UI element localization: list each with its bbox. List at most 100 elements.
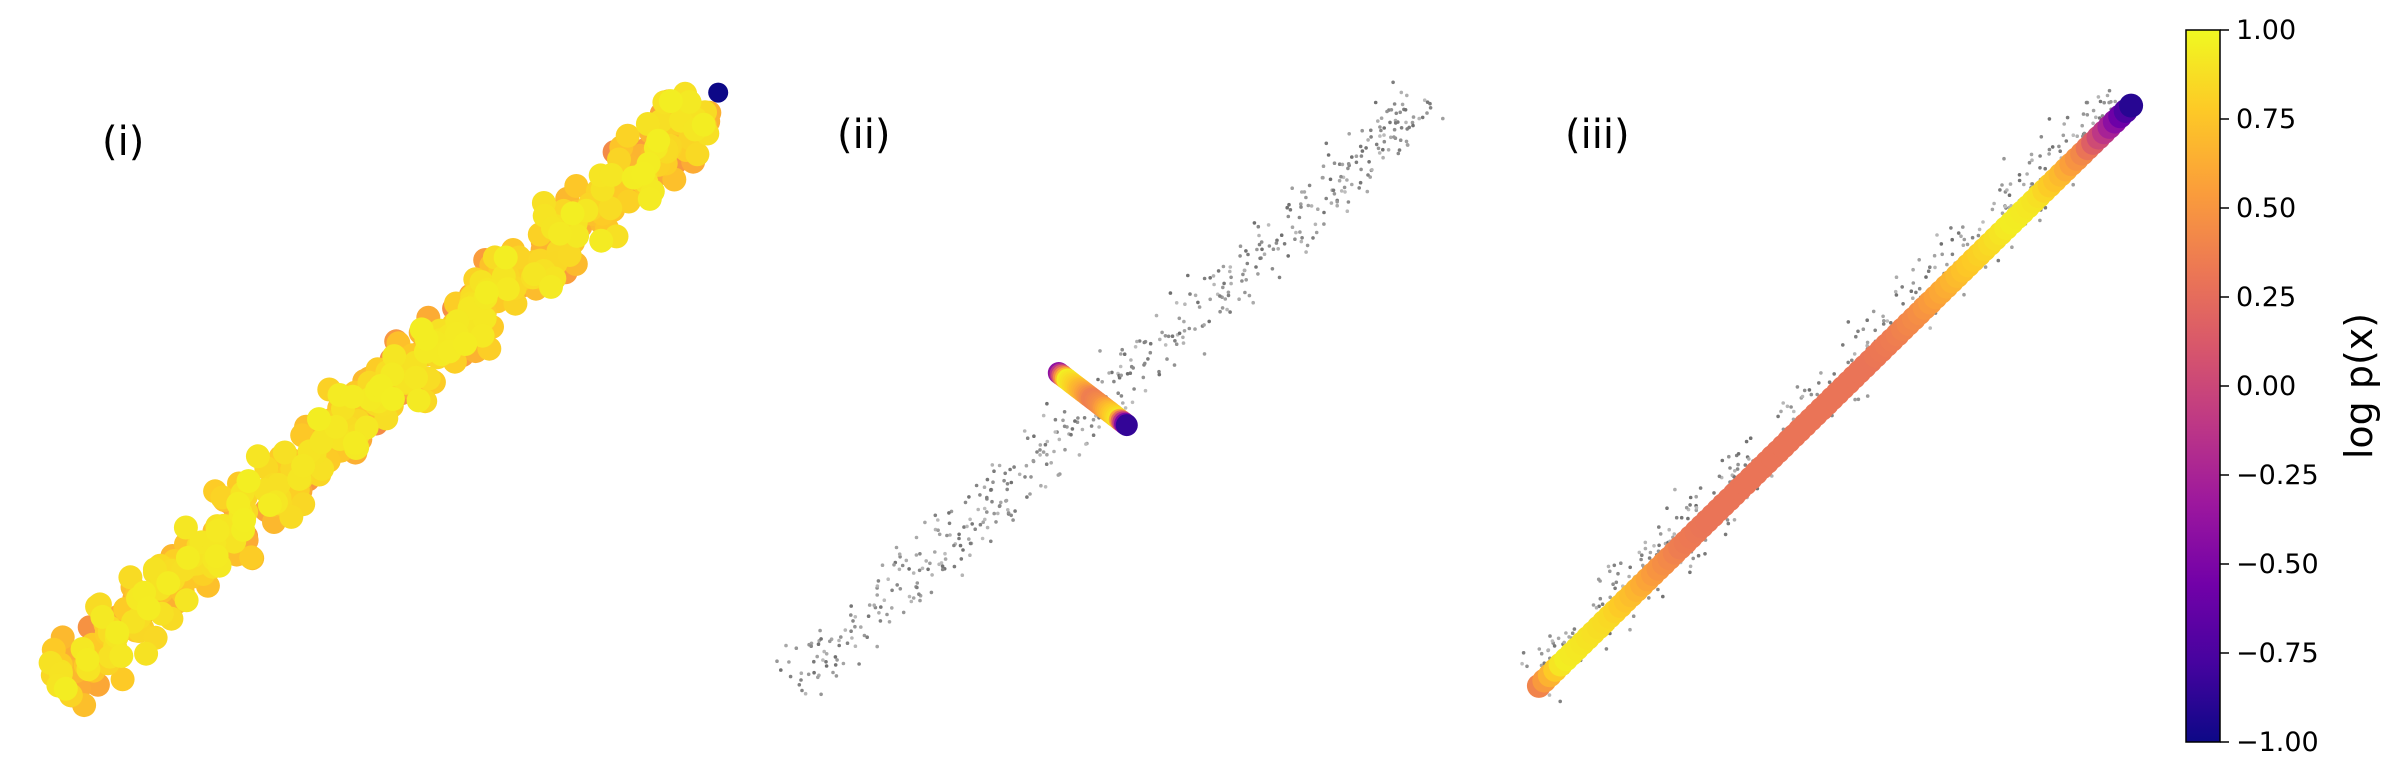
background-point xyxy=(862,633,867,638)
background-point xyxy=(1643,546,1648,551)
background-point xyxy=(936,528,940,532)
background-point xyxy=(1053,417,1058,422)
background-point xyxy=(1598,579,1602,583)
background-point xyxy=(1251,300,1255,305)
background-point xyxy=(1218,294,1222,298)
background-point xyxy=(816,675,820,680)
background-point xyxy=(1391,80,1395,85)
background-point xyxy=(1270,267,1275,271)
background-point xyxy=(886,577,890,581)
background-point xyxy=(1119,352,1123,356)
background-point xyxy=(1723,532,1728,537)
background-point xyxy=(1119,394,1124,398)
background-point xyxy=(1428,106,1433,110)
background-point xyxy=(1547,693,1552,697)
background-point xyxy=(1260,247,1264,252)
background-point xyxy=(787,660,791,664)
background-point xyxy=(1546,648,1551,652)
background-point xyxy=(1029,475,1033,479)
background-point xyxy=(1647,556,1652,560)
background-point xyxy=(853,624,857,629)
background-point xyxy=(887,620,892,624)
background-point xyxy=(1091,417,1096,422)
background-point xyxy=(1322,210,1326,215)
panel-i-point xyxy=(557,243,582,267)
background-point xyxy=(828,639,832,644)
background-point xyxy=(1202,276,1207,281)
background-point xyxy=(1220,306,1225,310)
background-point xyxy=(1084,442,1088,446)
background-point xyxy=(1643,540,1648,545)
background-point xyxy=(1744,439,1749,444)
colorbar-tick-label: −0.75 xyxy=(2236,638,2319,669)
background-point xyxy=(1570,631,1575,635)
background-point xyxy=(1657,525,1661,529)
background-point xyxy=(784,643,788,648)
background-point xyxy=(990,499,994,504)
background-point xyxy=(1781,401,1785,405)
background-point xyxy=(1850,358,1854,363)
panel-i-outlier-point xyxy=(708,82,729,103)
background-point xyxy=(849,613,853,617)
background-point xyxy=(1727,454,1731,459)
background-point xyxy=(901,610,906,615)
background-point xyxy=(1358,180,1363,185)
background-point xyxy=(1257,233,1261,238)
background-point xyxy=(1965,242,1970,247)
background-point xyxy=(1340,162,1345,167)
background-point xyxy=(1631,614,1636,618)
background-point xyxy=(1673,487,1677,492)
background-point xyxy=(1045,439,1050,444)
background-point xyxy=(1299,205,1303,209)
background-point xyxy=(1950,252,1955,257)
background-point xyxy=(1098,349,1102,353)
panel-i-point xyxy=(382,344,407,369)
background-point xyxy=(1193,293,1198,298)
background-point xyxy=(2027,160,2032,165)
background-point xyxy=(1679,515,1684,520)
background-point xyxy=(900,563,905,568)
panel-i-point xyxy=(75,647,100,672)
background-point xyxy=(1077,453,1082,457)
background-point xyxy=(1309,204,1314,208)
background-point xyxy=(1926,269,1931,274)
background-point xyxy=(797,683,802,687)
background-point xyxy=(1237,297,1241,302)
background-point xyxy=(1606,564,1611,569)
background-point xyxy=(890,588,894,593)
background-point xyxy=(1174,301,1179,305)
background-point xyxy=(1378,134,1382,138)
background-point xyxy=(940,567,945,572)
background-point xyxy=(1346,162,1351,166)
background-point xyxy=(957,532,961,537)
background-point xyxy=(1366,173,1370,177)
background-point xyxy=(985,525,990,530)
background-point xyxy=(853,644,858,648)
background-point xyxy=(980,536,985,541)
background-point xyxy=(1226,293,1231,298)
background-point xyxy=(1119,373,1123,378)
panel-iii: (iii) xyxy=(1520,88,2144,704)
background-point xyxy=(1748,436,1753,441)
background-point xyxy=(1407,125,1411,130)
background-point xyxy=(1441,116,1445,121)
background-point xyxy=(1003,471,1007,476)
background-point xyxy=(1297,215,1302,220)
background-point xyxy=(1425,100,1430,104)
panel-i-point xyxy=(174,588,199,613)
background-point xyxy=(1011,518,1015,522)
background-point xyxy=(1002,478,1006,483)
background-point xyxy=(1694,506,1699,510)
background-point xyxy=(1112,379,1116,384)
background-point xyxy=(947,511,951,515)
background-point xyxy=(1045,401,1049,406)
colorbar-label-text: log p(x) xyxy=(2337,313,2381,459)
background-point xyxy=(1885,319,1890,323)
background-point xyxy=(1385,109,1389,114)
colorbar-tick-label: −0.25 xyxy=(2236,460,2319,491)
background-point xyxy=(2047,147,2052,152)
background-point xyxy=(1398,138,1403,142)
background-point xyxy=(1038,453,1042,457)
background-point xyxy=(1343,190,1347,194)
background-point xyxy=(1743,463,1748,467)
